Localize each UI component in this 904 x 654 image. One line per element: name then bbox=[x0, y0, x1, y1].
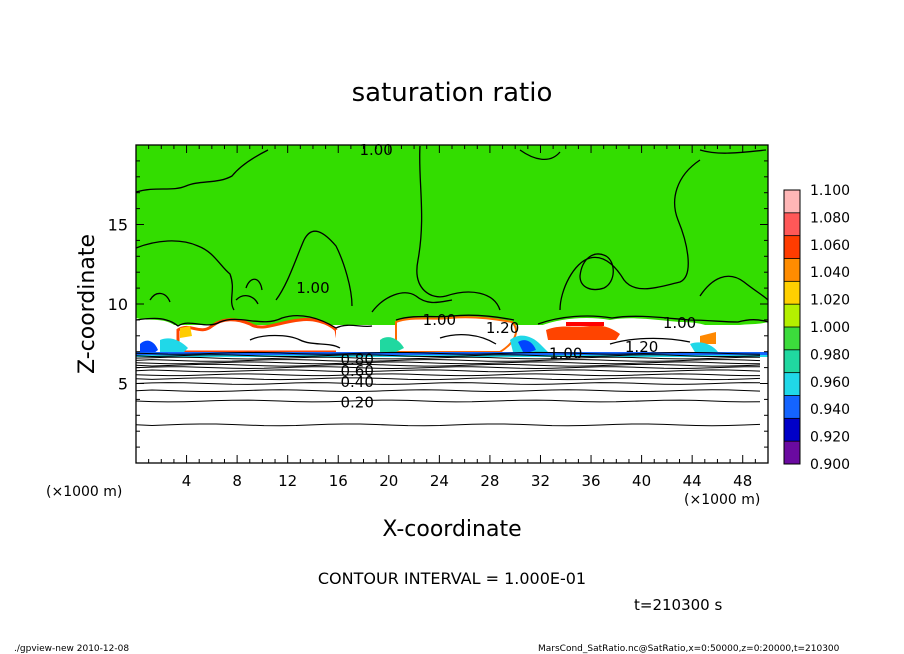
contour-line bbox=[135, 356, 761, 360]
colorbar-label: 0.920 bbox=[810, 430, 850, 446]
y-axis-label: Z-coordinate bbox=[75, 234, 100, 374]
contour-line bbox=[135, 377, 761, 381]
contour-line bbox=[135, 363, 761, 367]
contour-line bbox=[135, 382, 761, 385]
x-tick-label: 28 bbox=[480, 472, 499, 490]
colorbar-swatch bbox=[784, 418, 800, 442]
cloud-contours bbox=[135, 314, 769, 349]
colorbar-swatch bbox=[784, 372, 800, 396]
contour-label: 1.00 bbox=[296, 279, 329, 297]
colorbar-label: 1.000 bbox=[810, 320, 850, 336]
colorbar-label: 0.960 bbox=[810, 375, 850, 391]
x-tick-label: 20 bbox=[379, 472, 398, 490]
green-contours bbox=[135, 145, 769, 313]
colorbar-label: 0.980 bbox=[810, 347, 850, 363]
stratified-contours bbox=[135, 351, 761, 427]
contour-line bbox=[135, 366, 761, 370]
contour-line bbox=[135, 359, 761, 362]
footer-left: ./gpview-new 2010-12-08 bbox=[14, 644, 129, 654]
x-tick-label: 24 bbox=[430, 472, 449, 490]
contour-line bbox=[135, 423, 761, 427]
x-tick-labels: 4 8 12 16 20 24 28 32 36 40 44 48 bbox=[182, 472, 752, 490]
x-tick-label: 16 bbox=[329, 472, 348, 490]
x-tick-label: 44 bbox=[683, 472, 702, 490]
colorbar-swatch bbox=[784, 212, 800, 237]
colorbar-swatch bbox=[784, 258, 800, 282]
colorbar-swatch bbox=[784, 441, 800, 465]
y-tick-label: 15 bbox=[108, 216, 128, 235]
colorbar-swatch bbox=[784, 190, 800, 214]
contour-label: 0.80 bbox=[340, 351, 373, 369]
x-tick-label: 8 bbox=[232, 472, 242, 490]
colorbar-swatch bbox=[784, 327, 800, 351]
x-tick-label: 40 bbox=[632, 472, 651, 490]
contour-line bbox=[135, 389, 761, 392]
contour-label: 1.00 bbox=[423, 311, 456, 329]
contour-line bbox=[135, 361, 761, 365]
colorbar bbox=[783, 189, 801, 465]
x-tick-label: 48 bbox=[733, 472, 752, 490]
colorbar-label: 1.060 bbox=[810, 238, 850, 254]
contour-line bbox=[135, 351, 761, 355]
colorbar-labels: 1.100 1.080 1.060 1.040 1.020 1.000 0.980 0.960… bbox=[810, 183, 850, 473]
contour-label: 1.00 bbox=[549, 344, 582, 362]
contour-line bbox=[135, 399, 761, 403]
colorbar-swatch bbox=[784, 349, 800, 374]
colorbar-label: 0.900 bbox=[810, 457, 850, 473]
contour-label: 0.40 bbox=[340, 373, 373, 391]
time-text: t=210300 s bbox=[634, 596, 722, 614]
x-unit-right: (×1000 m) bbox=[684, 492, 760, 508]
colorbar-label: 1.040 bbox=[810, 265, 850, 281]
x-unit-left: (×1000 m) bbox=[46, 484, 122, 500]
colorbar-swatch bbox=[784, 395, 800, 419]
plot-area: 1.00 1.00 1.00 1.20 1.00 1.20 1.00 0.800.600.40… bbox=[135, 141, 769, 464]
contour-line bbox=[135, 369, 761, 373]
colorbar-label: 0.940 bbox=[810, 402, 850, 418]
contour-label: 1.20 bbox=[625, 338, 658, 356]
x-tick-label: 32 bbox=[531, 472, 550, 490]
colorbar-swatch bbox=[784, 235, 800, 259]
lower-field bbox=[136, 360, 768, 463]
y-tick-label: 5 bbox=[118, 375, 128, 394]
contour-label: 1.00 bbox=[663, 314, 696, 332]
green-field bbox=[136, 145, 768, 330]
footer-right: MarsCond_SatRatio.nc@SatRatio,x=0:50000,… bbox=[538, 644, 840, 654]
colorbar-swatch bbox=[784, 304, 800, 328]
colorbar-label: 1.080 bbox=[810, 210, 850, 226]
contour-label: 1.20 bbox=[486, 319, 519, 337]
contour-interval-text: CONTOUR INTERVAL = 1.000E-01 bbox=[318, 569, 586, 588]
x-tick-label: 36 bbox=[581, 472, 600, 490]
cloud-band bbox=[136, 316, 768, 360]
colorbar-swatch bbox=[784, 281, 800, 305]
contour-line bbox=[135, 373, 760, 377]
colorbar-label: 1.100 bbox=[810, 183, 850, 199]
x-axis-label: X-coordinate bbox=[382, 517, 521, 542]
contour-line bbox=[135, 354, 761, 358]
contour-label: 0.60 bbox=[340, 362, 373, 380]
y-tick-labels: 5 10 15 bbox=[108, 216, 128, 394]
axis-ticks bbox=[135, 144, 769, 464]
contour-label: 1.00 bbox=[359, 141, 392, 159]
x-tick-label: 12 bbox=[278, 472, 297, 490]
x-tick-label: 4 bbox=[182, 472, 192, 490]
y-tick-label: 10 bbox=[108, 295, 128, 314]
contour-label: 0.20 bbox=[340, 394, 373, 412]
colorbar-label: 1.020 bbox=[810, 293, 850, 309]
chart-title: saturation ratio bbox=[352, 78, 553, 108]
